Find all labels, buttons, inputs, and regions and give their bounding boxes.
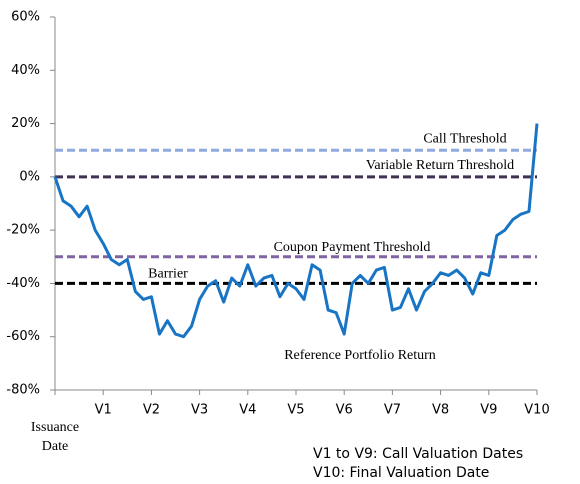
- y-tick-label: -60%: [6, 329, 40, 344]
- series-label: Reference Portfolio Return: [284, 348, 436, 363]
- x-tick-label: Issuance Date: [30, 420, 80, 454]
- x-tick-label: V5: [287, 403, 304, 418]
- note: V1 to V9: Call Valuation Dates: [313, 446, 524, 462]
- note: V10: Final Valuation Date: [313, 465, 490, 481]
- x-tick-label: V4: [239, 403, 256, 418]
- y-tick-label: 40%: [11, 63, 40, 78]
- y-tick-label: -80%: [6, 383, 40, 398]
- reference-label: Call Threshold: [423, 131, 506, 146]
- reference-label: Variable Return Threshold: [366, 158, 514, 173]
- x-tick-label: V3: [191, 403, 208, 418]
- x-tick-label: V6: [336, 403, 353, 418]
- y-tick-label: 60%: [11, 10, 40, 25]
- x-tick-label: V10: [524, 403, 549, 418]
- y-tick-label: 0%: [19, 169, 40, 184]
- reference-label: Coupon Payment Threshold: [274, 240, 431, 255]
- x-tick-label: V1: [95, 403, 112, 418]
- y-tick-label: 20%: [11, 116, 40, 131]
- y-tick-label: -20%: [6, 223, 40, 238]
- series-line: [53, 123, 539, 339]
- x-tick-label: V2: [143, 403, 160, 418]
- reference-label: Barrier: [148, 267, 188, 282]
- x-tick-label: V8: [432, 403, 449, 418]
- x-tick-label: V9: [480, 403, 497, 418]
- x-tick-label: V7: [384, 403, 401, 418]
- y-tick-label: -40%: [6, 276, 40, 291]
